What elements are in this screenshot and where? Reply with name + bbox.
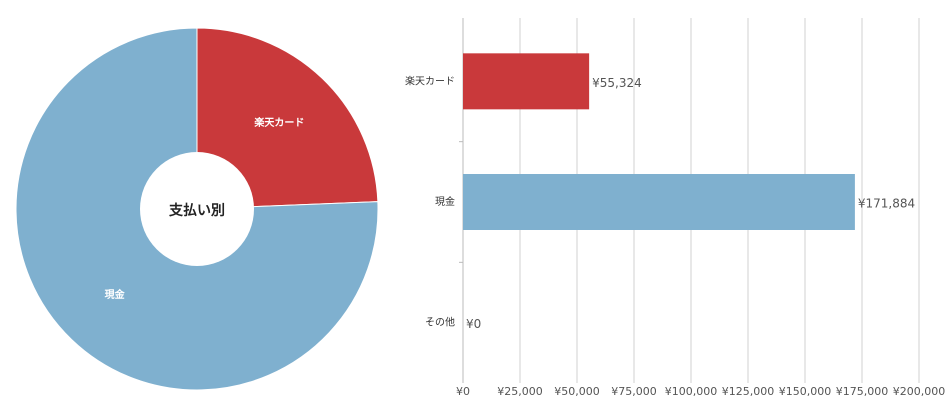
bar	[463, 174, 855, 230]
value-label: ¥55,324	[592, 76, 642, 90]
x-tick-label: ¥100,000	[665, 385, 718, 398]
x-tick-label: ¥200,000	[893, 385, 946, 398]
x-tick-label: ¥75,000	[611, 385, 657, 398]
pie-slice	[196, 27, 379, 210]
x-tick-label: ¥125,000	[722, 385, 775, 398]
donut-hole	[140, 152, 254, 266]
x-tick-label: ¥175,000	[836, 385, 889, 398]
x-tick-label: ¥50,000	[554, 385, 600, 398]
y-tick-label: 現金	[435, 195, 455, 208]
value-label: ¥0	[466, 317, 481, 331]
y-tick-label: その他	[425, 316, 455, 329]
pie-slice	[15, 27, 379, 391]
x-tick-label: ¥25,000	[497, 385, 543, 398]
x-tick-label: ¥150,000	[779, 385, 832, 398]
slice-label: 楽天カード	[253, 116, 304, 129]
x-tick-label: ¥0	[456, 385, 470, 398]
slice-label: 現金	[105, 288, 126, 301]
y-tick-label: 楽天カード	[405, 74, 455, 87]
bar	[463, 53, 590, 110]
value-label: ¥171,884	[858, 197, 915, 211]
center-label: 支払い別	[168, 202, 225, 219]
